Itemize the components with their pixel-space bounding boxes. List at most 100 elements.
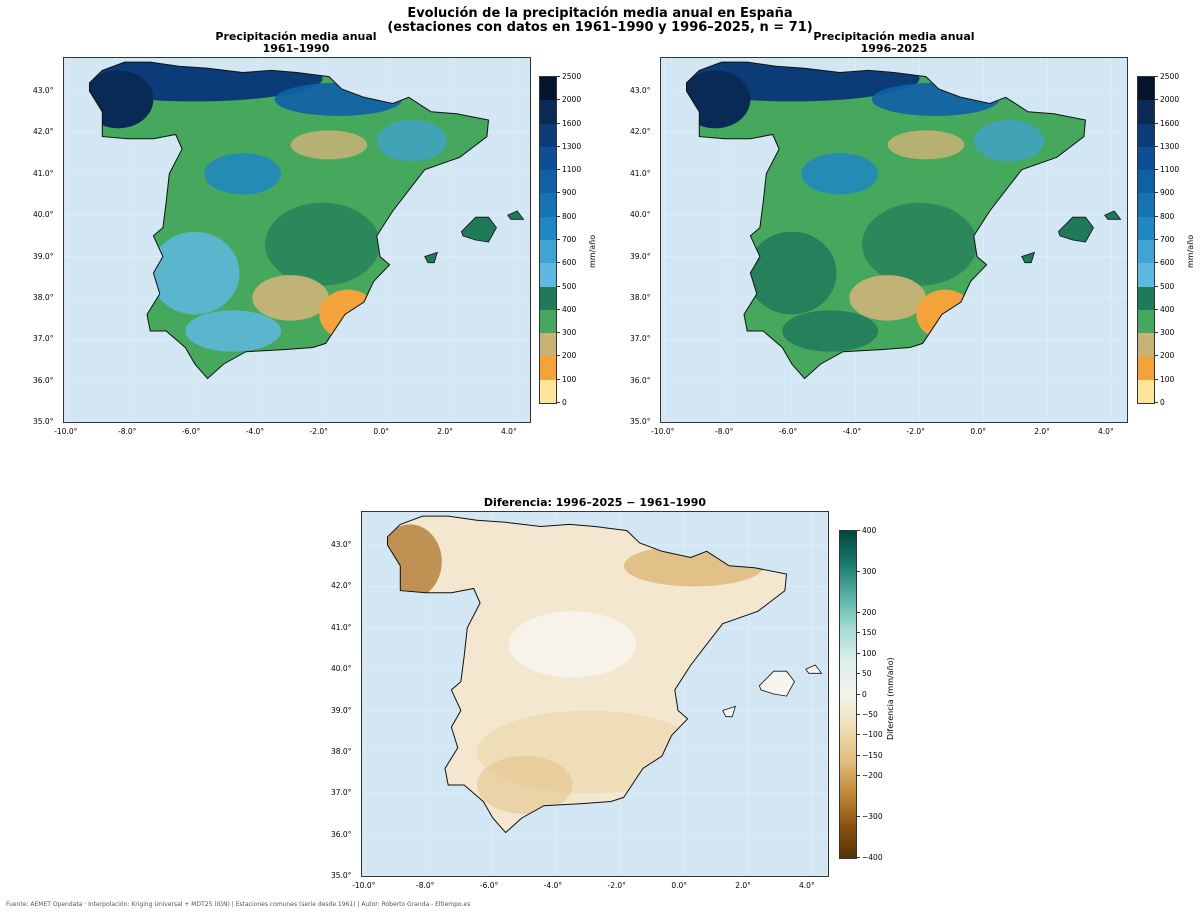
colorbar-tick <box>556 76 560 77</box>
pdiff-map-drawing <box>362 512 828 876</box>
colorbar-tick-label: 50 <box>862 669 872 679</box>
lat-tick-label: 38.0° <box>331 746 352 756</box>
lat-tick-label: 39.0° <box>630 251 651 261</box>
spain-coastline <box>387 515 788 834</box>
colorbar-tick <box>856 632 860 634</box>
panel3-title: Diferencia: 1996–2025 − 1961–1990 <box>483 496 707 509</box>
lat-tick-label: 41.0° <box>33 168 54 178</box>
colorbar-tick <box>556 192 560 194</box>
colorbar-tick-label: 2000 <box>1160 95 1180 105</box>
colorbar-tick <box>1154 99 1158 101</box>
colorbar-tick-label: 150 <box>862 628 877 638</box>
colorbar-precip-1996 <box>1137 76 1155 404</box>
colorbar-tick-label: 1300 <box>1160 141 1180 151</box>
colorbar-tick <box>856 611 860 613</box>
colorbar-segment <box>540 100 556 125</box>
colorbar-tick-label: 2500 <box>1160 72 1180 81</box>
colorbar-segment <box>540 146 556 171</box>
colorbar-segment <box>1138 170 1154 194</box>
lat-tick-label: 43.0° <box>33 86 54 96</box>
colorbar-segment <box>540 240 556 264</box>
panel1-title: Precipitación media anual <box>215 30 377 43</box>
lon-tick-label: 0.0° <box>970 427 987 436</box>
colorbar-tick-label: 100 <box>1160 374 1175 384</box>
colorbar-tick-label: 600 <box>562 258 577 268</box>
colorbar-tick <box>1154 355 1158 357</box>
colorbar-tick-label: 100 <box>862 648 877 658</box>
colorbar-tick <box>556 402 560 403</box>
lat-tick-label: 43.0° <box>331 540 352 550</box>
lon-tick-label: -6.0° <box>479 881 499 890</box>
lat-tick-label: 35.0° <box>331 871 352 880</box>
colorbar-segment <box>540 193 556 218</box>
colorbar-tick-label: 300 <box>562 328 577 338</box>
colorbar1-label: mm/año <box>588 234 597 268</box>
ibiza-island <box>722 705 737 718</box>
colorbar-segment <box>540 123 556 148</box>
lon-tick-label: 4.0° <box>501 427 517 436</box>
lat-tick-label: 38.0° <box>630 292 651 302</box>
colorbar-tick <box>556 99 560 101</box>
colorbar-tick-label: 900 <box>562 188 577 198</box>
colorbar-tick-label: 800 <box>1160 211 1175 221</box>
ibiza-island <box>424 251 439 264</box>
colorbar-tick <box>1154 122 1158 124</box>
colorbar-tick <box>1154 285 1158 287</box>
colorbar-tick <box>556 145 560 147</box>
colorbar-tick <box>1154 169 1158 171</box>
lon-tick-label: -8.0° <box>715 427 734 436</box>
colorbar-tick <box>1154 76 1158 77</box>
lat-tick-label: 42.0° <box>331 581 352 591</box>
colorbar-segment <box>540 379 556 403</box>
lon-tick-label: -8.0° <box>416 881 435 890</box>
colorbar-segment <box>1138 286 1154 311</box>
colorbar-tick <box>556 239 560 240</box>
colorbar-tick <box>1154 192 1158 194</box>
colorbar-tick-label: 400 <box>862 526 877 535</box>
colorbar-tick <box>1154 215 1158 217</box>
lat-tick-label: 40.0° <box>33 210 54 220</box>
colorbar-tick-label: 200 <box>862 607 877 617</box>
colorbar-tick <box>856 816 860 818</box>
colorbar-tick-label: 700 <box>1160 235 1175 244</box>
menorca-island <box>1104 210 1122 220</box>
colorbar-tick <box>556 355 560 357</box>
colorbar-tick-label: −200 <box>862 771 883 781</box>
colorbar-tick-label: −300 <box>862 812 883 822</box>
colorbar-tick-label: 100 <box>562 374 577 384</box>
colorbar-segment <box>540 286 556 311</box>
source-footer: Fuente: AEMET Opendata · Interpolación: … <box>6 901 471 908</box>
lon-tick-label: -2.0° <box>906 427 925 436</box>
colorbar-segment <box>1138 379 1154 403</box>
colorbar-segment <box>1138 333 1154 357</box>
colorbar-tick <box>1154 262 1158 264</box>
colorbar-tick <box>856 530 860 531</box>
colorbar-tick <box>856 570 860 572</box>
lon-tick-label: -4.0° <box>245 427 265 436</box>
colorbar-tick-label: 500 <box>562 281 577 291</box>
colorbar-tick <box>1154 145 1158 147</box>
colorbar-tick <box>556 122 560 124</box>
colorbar-segment <box>1138 77 1154 101</box>
panel1-period: 1961–1990 <box>262 42 330 55</box>
lon-tick-label: -10.0° <box>54 427 78 436</box>
colorbar-tick-label: 600 <box>1160 258 1175 268</box>
lat-tick-label: 36.0° <box>630 375 651 385</box>
colorbar-segment <box>1138 263 1154 288</box>
lon-tick-label: -4.0° <box>543 881 563 890</box>
colorbar-tick <box>856 673 860 675</box>
spain-coastline <box>89 61 490 380</box>
colorbar-tick-label: −150 <box>862 750 883 760</box>
lon-tick-label: 2.0° <box>437 427 453 436</box>
spain-coastline <box>686 61 1087 380</box>
lon-tick-label: -10.0° <box>352 881 376 890</box>
colorbar-tick-label: 900 <box>1160 188 1175 198</box>
colorbar-difference <box>839 530 857 859</box>
colorbar-tick-label: 400 <box>562 304 577 314</box>
menorca-island <box>805 664 823 674</box>
colorbar-segment <box>540 309 556 334</box>
map-precip-1961-1990 <box>63 57 531 423</box>
lon-tick-label: 0.0° <box>671 881 688 890</box>
p1961-map-drawing <box>64 58 530 422</box>
colorbar-tick-label: 1100 <box>562 165 582 175</box>
